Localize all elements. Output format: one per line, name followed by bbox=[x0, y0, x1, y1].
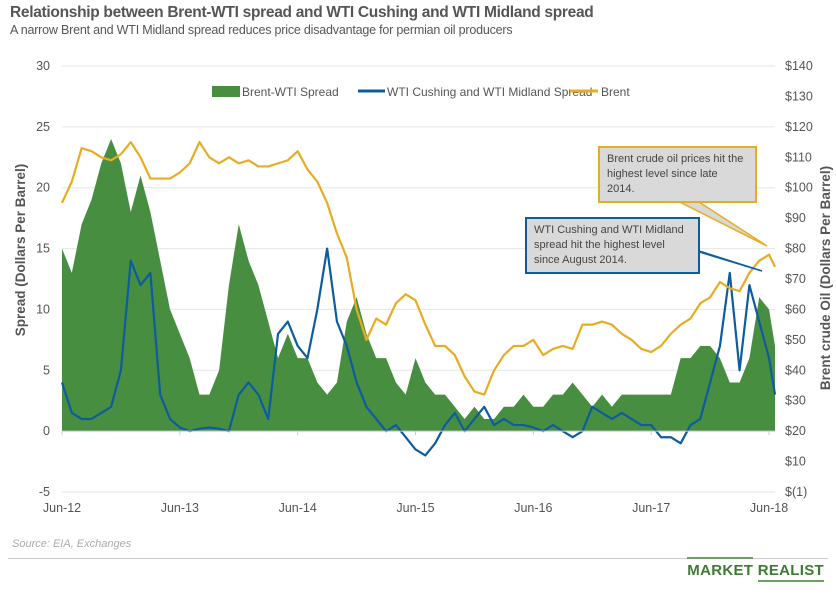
x-tick-label: Jun-18 bbox=[750, 501, 788, 515]
y-right-tick-label: $110 bbox=[785, 150, 812, 164]
y-left-tick-label: 0 bbox=[43, 424, 50, 438]
y-right-tick-label: $(1) bbox=[785, 485, 807, 499]
y-left-tick-label: 25 bbox=[36, 120, 50, 134]
y-right-tick-label: $140 bbox=[785, 59, 813, 73]
x-tick-label: Jun-17 bbox=[632, 501, 670, 515]
x-tick-label: Jun-16 bbox=[514, 501, 552, 515]
annotation-brent: Brent crude oil prices hit the highest l… bbox=[598, 146, 757, 203]
legend-label-cushing-midland: WTI Cushing and WTI Midland Spread bbox=[387, 85, 592, 99]
y-right-tick-label: $40 bbox=[785, 363, 806, 377]
y-left-tick-label: 30 bbox=[36, 59, 50, 73]
x-tick-label: Jun-15 bbox=[396, 501, 434, 515]
y-right-tick-label: $90 bbox=[785, 211, 806, 225]
y-right-tick-label: $100 bbox=[785, 181, 813, 195]
y-right-tick-label: $30 bbox=[785, 394, 806, 408]
y-right-tick-label: $120 bbox=[785, 120, 813, 134]
y-right-tick-label: $80 bbox=[785, 242, 806, 256]
y-right-tick-label: $10 bbox=[785, 455, 806, 469]
series-line-cushing-midland bbox=[60, 247, 777, 457]
annotation-cushing-midland: WTI Cushing and WTI Midland spread hit t… bbox=[525, 217, 700, 274]
y-right-tick-label: $70 bbox=[785, 272, 806, 286]
y-left-tick-label: 20 bbox=[36, 181, 50, 195]
y-right-tick-label: $20 bbox=[785, 424, 806, 438]
footer-divider bbox=[8, 558, 828, 559]
y-right-tick-label: $130 bbox=[785, 89, 813, 103]
legend-label-brent-wti: Brent-WTI Spread bbox=[242, 85, 339, 99]
series-area-brent-wti bbox=[62, 139, 775, 432]
y-left-tick-label: 15 bbox=[36, 242, 50, 256]
x-tick-label: Jun-14 bbox=[279, 501, 317, 515]
chart-subtitle: A narrow Brent and WTI Midland spread re… bbox=[10, 23, 513, 37]
chart-title: Relationship between Brent-WTI spread an… bbox=[10, 4, 594, 21]
x-tick-label: Jun-12 bbox=[43, 501, 81, 515]
legend: Brent-WTI Spread WTI Cushing and WTI Mid… bbox=[212, 85, 630, 99]
series-line-brent bbox=[61, 140, 776, 396]
source-note: Source: EIA, Exchanges bbox=[12, 538, 132, 550]
y-left-tick-label: 5 bbox=[43, 363, 50, 377]
y-right-tick-label: $60 bbox=[785, 302, 806, 316]
y-left-tick-label: -5 bbox=[39, 485, 50, 499]
market-realist-logo: MARKET REALIST bbox=[687, 557, 824, 582]
legend-swatch-brent-wti bbox=[212, 86, 240, 97]
legend-label-brent: Brent bbox=[601, 85, 630, 99]
y-right-axis-title: Brent crude Oil (Dollars Per Barrel) bbox=[818, 166, 833, 390]
x-tick-label: Jun-13 bbox=[161, 501, 199, 515]
y-right-tick-label: $50 bbox=[785, 333, 806, 347]
y-left-tick-label: 10 bbox=[36, 302, 50, 316]
y-left-axis-title: Spread (Dollars Per Barrel) bbox=[13, 164, 28, 337]
